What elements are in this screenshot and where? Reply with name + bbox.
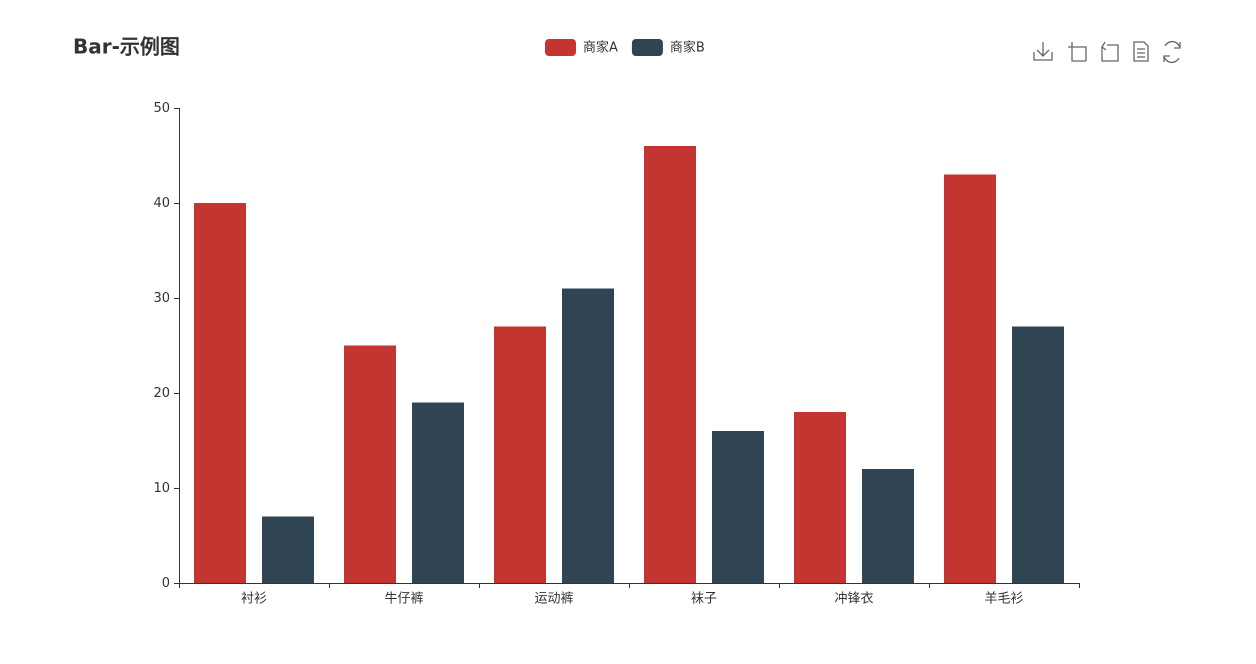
bar <box>562 288 614 583</box>
bar <box>862 469 914 583</box>
save-icon[interactable] <box>1033 42 1053 61</box>
legend-label: 商家B <box>670 40 705 56</box>
x-tick-label: 牛仔裤 <box>384 592 423 607</box>
bar <box>944 174 996 583</box>
x-tick-label: 衬衫 <box>241 592 267 607</box>
y-tick-label: 10 <box>153 481 170 496</box>
y-tick-label: 30 <box>153 291 170 306</box>
bar <box>194 203 246 583</box>
x-tick-label: 羊毛衫 <box>984 591 1023 607</box>
x-tick-label: 运动裤 <box>534 592 573 607</box>
y-tick-label: 20 <box>153 386 170 401</box>
x-tick-label: 袜子 <box>691 592 717 607</box>
zoom-reset-icon[interactable] <box>1101 41 1119 62</box>
y-tick-label: 0 <box>162 576 170 591</box>
restore-icon[interactable] <box>1163 40 1181 64</box>
chart-title: Bar-示例图 <box>73 35 180 59</box>
data-view-icon[interactable] <box>1133 41 1149 62</box>
bar <box>262 516 314 583</box>
legend-label: 商家A <box>583 40 618 56</box>
bar <box>644 146 696 583</box>
toolbox[interactable] <box>1033 40 1181 64</box>
bar <box>794 412 846 583</box>
bar <box>712 431 764 583</box>
bar <box>494 326 546 583</box>
x-tick-label: 冲锋衣 <box>834 591 873 607</box>
y-tick-label: 50 <box>153 101 170 116</box>
y-tick-label: 40 <box>153 196 170 211</box>
legend-swatch <box>631 39 663 56</box>
bar <box>1012 326 1064 583</box>
zoom-icon[interactable] <box>1068 42 1087 62</box>
legend-swatch <box>545 39 576 56</box>
bar <box>344 345 396 583</box>
bar <box>412 402 464 583</box>
